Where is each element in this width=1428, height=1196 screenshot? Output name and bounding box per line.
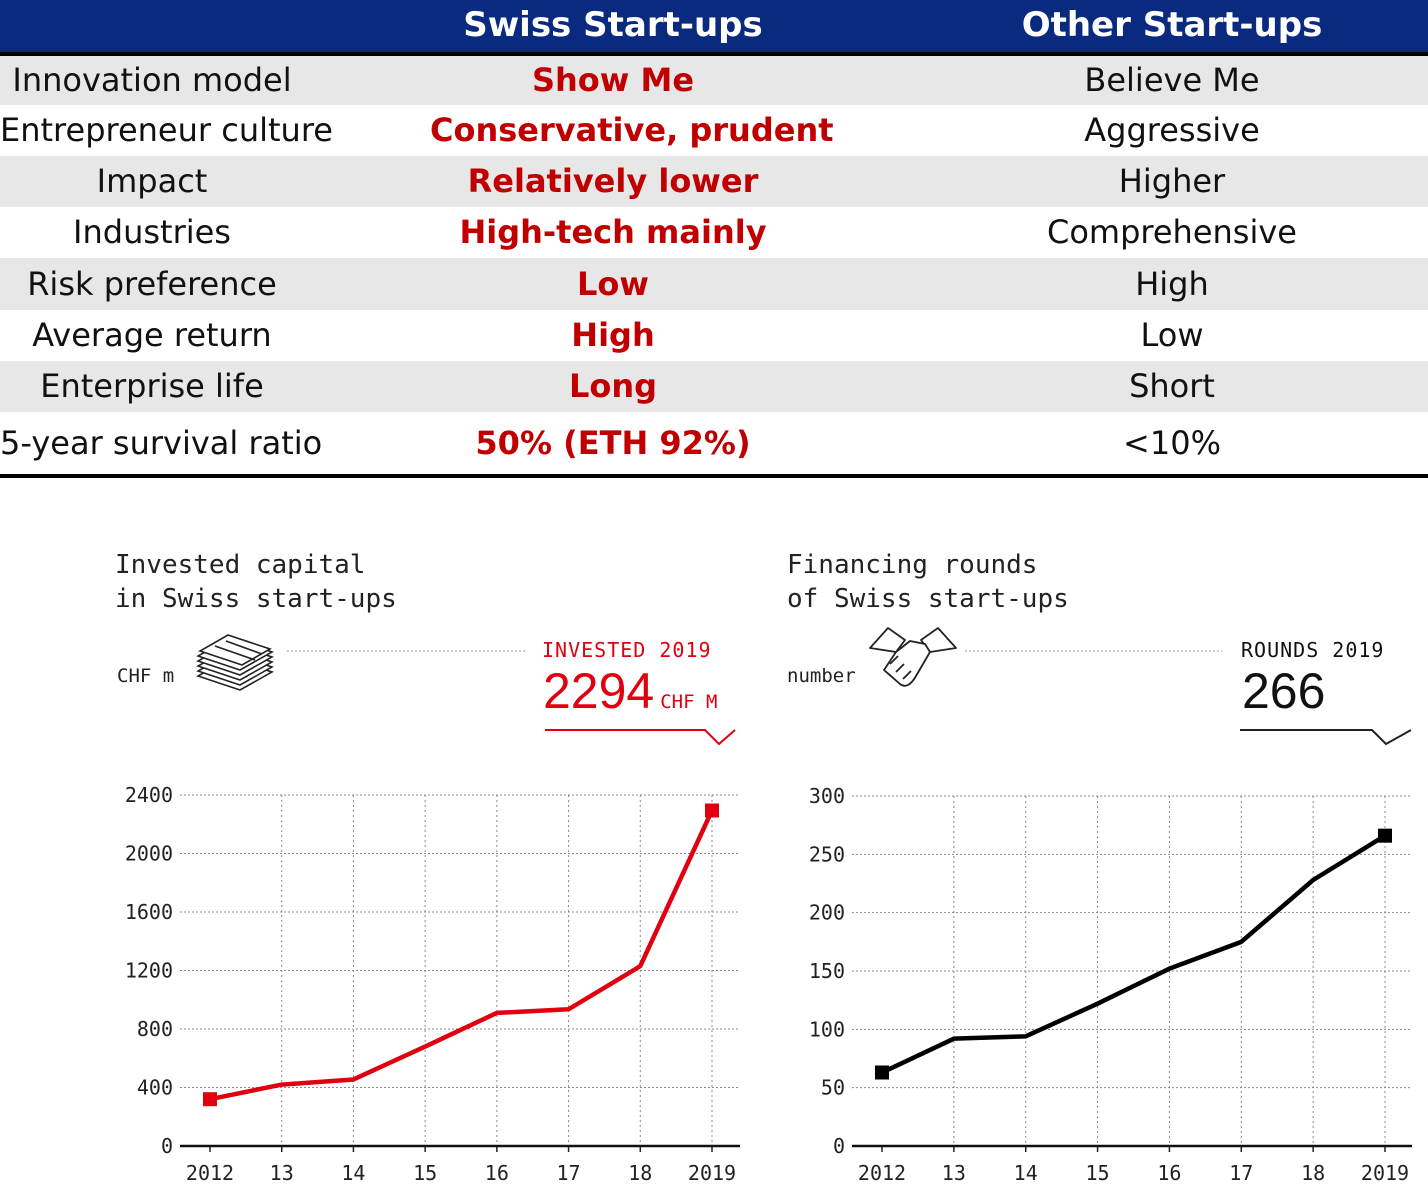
other-value: Low bbox=[1140, 316, 1204, 354]
x-tick-label: 2012 bbox=[186, 1161, 234, 1185]
table-row-average-return: Average return High Low bbox=[0, 310, 1428, 361]
x-tick-label: 14 bbox=[1014, 1161, 1038, 1185]
chart-title-line: Invested capital bbox=[115, 550, 366, 580]
swiss-value: Conservative, prudent bbox=[430, 111, 834, 149]
swiss-value: Show Me bbox=[531, 61, 695, 99]
y-tick-label: 1600 bbox=[125, 900, 173, 924]
x-tick-label: 13 bbox=[270, 1161, 294, 1185]
x-tick-label: 15 bbox=[413, 1161, 437, 1185]
chart-title: Invested capital in Swiss start-ups bbox=[115, 548, 397, 616]
table-row-enterprise-life: Enterprise life Long Short bbox=[0, 361, 1428, 412]
header-other-startups: Other Start-ups bbox=[1021, 5, 1323, 45]
row-label: Risk preference bbox=[27, 265, 277, 303]
row-label: Impact bbox=[96, 162, 208, 200]
highlight-value: 266 bbox=[1242, 663, 1326, 719]
header-swiss-startups: Swiss Start-ups bbox=[463, 5, 763, 45]
table-row-risk-preference: Risk preference Low High bbox=[0, 258, 1428, 310]
swiss-value: Low bbox=[577, 265, 649, 303]
x-tick-label: 2012 bbox=[858, 1161, 906, 1185]
other-value: Aggressive bbox=[1084, 111, 1260, 149]
row-label: Industries bbox=[73, 213, 231, 251]
chart-title-line: Financing rounds bbox=[787, 550, 1038, 580]
y-tick-label: 0 bbox=[161, 1134, 173, 1158]
highlight-underline bbox=[545, 729, 736, 746]
row-label: Innovation model bbox=[12, 61, 292, 99]
row-label: Enterprise life bbox=[40, 367, 264, 405]
table-header: Swiss Start-ups Other Start-ups bbox=[0, 0, 1428, 52]
data-point-marker bbox=[705, 803, 719, 818]
invested-capital-line-chart: 0 400 800 1200 1600 2000 2400 2012 13 14 15 16 17 18 2… bbox=[125, 783, 740, 1185]
handshake-icon bbox=[869, 627, 957, 687]
highlight-unit: CHF M bbox=[660, 691, 718, 713]
table-bottom-divider bbox=[0, 474, 1428, 478]
y-tick-label: 200 bbox=[809, 901, 845, 925]
table-row-innovation-model: Innovation model Show Me Believe Me bbox=[0, 56, 1428, 105]
x-tick-label: 18 bbox=[628, 1161, 652, 1185]
x-tick-label: 2019 bbox=[1361, 1161, 1409, 1185]
x-tick-label: 18 bbox=[1301, 1161, 1325, 1185]
other-value: High bbox=[1135, 265, 1209, 303]
data-point-marker bbox=[1378, 828, 1392, 843]
x-tick-label: 17 bbox=[1229, 1161, 1253, 1185]
x-tick-label: 16 bbox=[1157, 1161, 1181, 1185]
swiss-value: Long bbox=[568, 367, 658, 405]
table-row-industries: Industries High-tech mainly Comprehensive bbox=[0, 207, 1428, 258]
y-tick-label: 1200 bbox=[125, 959, 173, 983]
row-label: 5-year survival ratio bbox=[0, 424, 323, 462]
y-tick-label: 800 bbox=[137, 1017, 173, 1041]
y-tick-label: 0 bbox=[833, 1134, 845, 1158]
table-row-impact: Impact Relatively lower Higher bbox=[0, 156, 1428, 207]
highlight-underline bbox=[1240, 729, 1412, 746]
x-tick-label: 15 bbox=[1086, 1161, 1110, 1185]
header-divider bbox=[0, 52, 1428, 56]
series-line bbox=[209, 809, 715, 1102]
y-tick-label: 300 bbox=[809, 784, 845, 808]
chart-title: Financing rounds of Swiss start-ups bbox=[787, 548, 1069, 616]
highlight-value: 2294 bbox=[543, 663, 655, 719]
y-tick-label: 100 bbox=[809, 1017, 845, 1041]
y-tick-label: 2400 bbox=[125, 783, 173, 807]
other-value: <10% bbox=[1123, 424, 1221, 462]
highlight-label: ROUNDS 2019 bbox=[1241, 638, 1385, 662]
unit-label: number bbox=[787, 665, 856, 687]
x-tick-label: 14 bbox=[341, 1161, 365, 1185]
row-label: Entrepreneur culture bbox=[0, 111, 333, 149]
other-value: Comprehensive bbox=[1047, 213, 1297, 251]
x-tick-label: 16 bbox=[485, 1161, 509, 1185]
swiss-value: Relatively lower bbox=[467, 162, 759, 200]
y-tick-label: 250 bbox=[809, 842, 845, 866]
unit-label: CHF m bbox=[117, 665, 175, 687]
table-row-entrepreneur-culture: Entrepreneur culture Conservative, pruden… bbox=[0, 105, 1428, 156]
y-tick-label: 150 bbox=[809, 959, 845, 983]
banknote-stack-icon bbox=[196, 634, 274, 691]
y-tick-label: 400 bbox=[137, 1076, 173, 1100]
other-value: Believe Me bbox=[1084, 61, 1260, 99]
data-point-marker bbox=[203, 1092, 217, 1107]
swiss-value: 50% (ETH 92%) bbox=[475, 424, 751, 462]
highlight-value-wrap: 2294 CHF M bbox=[543, 666, 717, 727]
y-tick-label: 2000 bbox=[125, 842, 173, 866]
x-tick-label: 13 bbox=[942, 1161, 966, 1185]
chart-title-line: in Swiss start-ups bbox=[115, 584, 397, 614]
y-tick-label: 50 bbox=[821, 1076, 845, 1100]
swiss-value: High bbox=[571, 316, 655, 354]
highlight-label: INVESTED 2019 bbox=[542, 638, 712, 662]
other-value: Short bbox=[1129, 367, 1215, 405]
swiss-value: High-tech mainly bbox=[459, 213, 767, 251]
other-value: Higher bbox=[1118, 162, 1226, 200]
x-tick-label: 2019 bbox=[688, 1161, 736, 1185]
financing-rounds-line-chart: 0 50 100 150 200 250 300 2012 13 14 15 16 17 18 2019 bbox=[809, 784, 1412, 1185]
table-row-survival-ratio: 5-year survival ratio 50% (ETH 92%) <10% bbox=[0, 412, 1428, 474]
row-label: Average return bbox=[32, 316, 272, 354]
chart-title-line: of Swiss start-ups bbox=[787, 584, 1069, 614]
series-line bbox=[881, 833, 1387, 1075]
data-point-marker bbox=[875, 1065, 889, 1080]
x-tick-label: 17 bbox=[557, 1161, 581, 1185]
